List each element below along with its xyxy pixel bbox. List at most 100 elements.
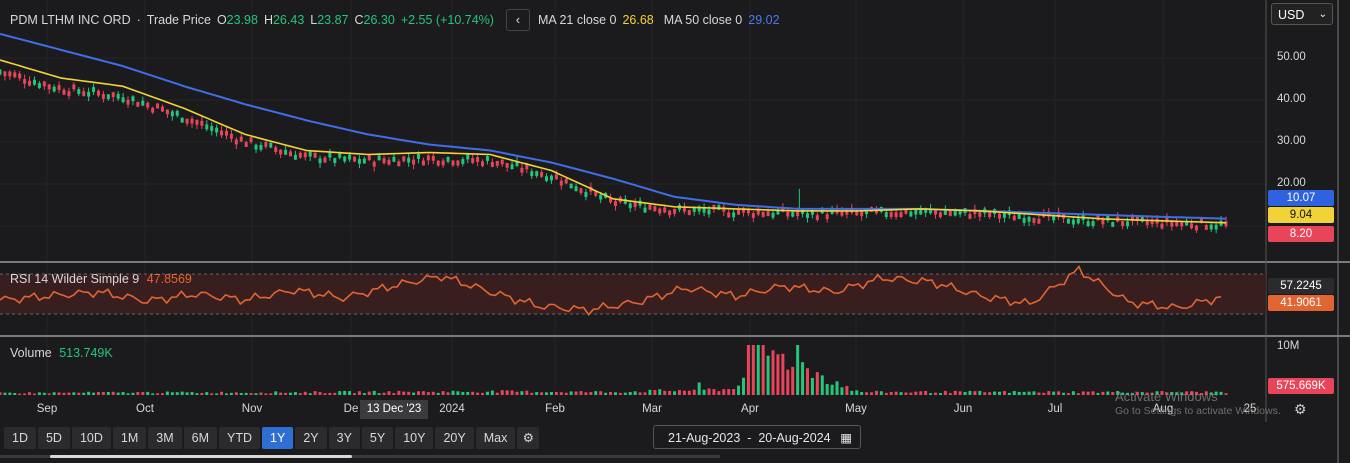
volume-bar: [259, 392, 263, 395]
candle-body: [884, 212, 888, 217]
period-button-3m[interactable]: 3M: [148, 427, 182, 449]
volume-bar: [215, 393, 219, 395]
volume-bar: [456, 391, 460, 395]
candle-body: [914, 209, 918, 215]
volume-label: Volume: [10, 346, 52, 360]
volume-bar: [899, 392, 903, 395]
volume-bar: [87, 391, 91, 395]
volume-bar: [1160, 391, 1164, 395]
candle-body: [353, 156, 357, 162]
volume-bar: [116, 392, 120, 395]
period-button-ytd[interactable]: YTD: [219, 427, 261, 449]
candle-body: [948, 211, 952, 216]
volume-bar: [308, 393, 312, 395]
candle-body: [106, 94, 110, 100]
volume-bar: [958, 391, 962, 395]
high-value: 26.43: [272, 13, 305, 27]
x-axis-label: 25: [1243, 403, 1257, 415]
volume-bar: [771, 350, 775, 395]
candle-body: [495, 160, 499, 166]
volume-bar: [604, 392, 608, 395]
volume-bar: [609, 392, 613, 395]
volume-bar: [210, 393, 214, 395]
candle-body: [151, 107, 155, 113]
candle-body: [1175, 221, 1179, 226]
volume-bar: [1086, 391, 1090, 395]
candle-body: [77, 89, 81, 95]
volume-bar: [554, 391, 558, 395]
volume-bar: [815, 372, 819, 395]
candle-body: [569, 183, 573, 189]
volume-bar: [67, 392, 71, 395]
volume-bar: [249, 393, 253, 395]
volume-bar: [1199, 393, 1203, 395]
scroll-thumb[interactable]: [50, 455, 352, 458]
candle-body: [293, 154, 297, 160]
period-button-1y[interactable]: 1Y: [262, 427, 294, 449]
period-button-1d[interactable]: 1D: [4, 427, 36, 449]
volume-bar: [23, 393, 27, 395]
candle-body: [805, 213, 809, 218]
currency-select[interactable]: USD ⌄: [1271, 3, 1333, 25]
volume-bar: [1032, 391, 1036, 395]
period-button-2y[interactable]: 2Y: [295, 427, 327, 449]
volume-bar: [717, 391, 721, 395]
period-button-max[interactable]: Max: [475, 427, 516, 449]
rsi-upper-badge: 57.2245: [1268, 278, 1334, 294]
candle-body: [200, 120, 204, 126]
candle-body: [387, 159, 391, 165]
volume-bar: [170, 392, 174, 395]
volume-bar: [274, 391, 278, 395]
volume-bar: [185, 392, 189, 395]
period-button-10y[interactable]: 10Y: [395, 427, 434, 449]
volume-bar: [1071, 391, 1075, 395]
volume-bar: [426, 392, 430, 395]
period-button-3y[interactable]: 3Y: [328, 427, 360, 449]
candle-body: [190, 118, 194, 124]
volume-bar: [1106, 391, 1110, 395]
period-button-10d[interactable]: 10D: [71, 427, 111, 449]
volume-bar: [1066, 393, 1070, 395]
volume-bar: [244, 392, 248, 395]
candle-body: [377, 155, 381, 161]
settings-gear-icon[interactable]: ⚙: [517, 427, 540, 449]
ma50-badge: 10.07: [1268, 190, 1334, 206]
candle-body: [456, 160, 460, 166]
period-button-6m[interactable]: 6M: [183, 427, 218, 449]
period-toolbar: 1D 5D 10D 1M 3M 6M YTD 1Y 2Y 3Y 5Y 10Y 2…: [4, 427, 541, 449]
candle-body: [402, 156, 406, 162]
volume-bar: [1204, 391, 1208, 395]
volume-bar: [481, 392, 485, 395]
volume-bar: [466, 391, 470, 395]
date-range-picker[interactable]: 21-Aug-2023 - 20-Aug-2024 ▦: [653, 425, 861, 449]
period-button-5d[interactable]: 5D: [37, 427, 70, 449]
candle-body: [1190, 223, 1194, 229]
x-axis-label: May: [845, 403, 867, 415]
period-button-20y[interactable]: 20Y: [435, 427, 474, 449]
scroll-track[interactable]: [0, 455, 720, 458]
candle-body: [702, 207, 706, 213]
volume-bar: [96, 392, 100, 395]
volume-bar: [485, 391, 489, 395]
volume-bar: [1116, 391, 1120, 395]
candle-body: [37, 83, 41, 88]
candle-body: [0, 69, 2, 75]
candle-body: [943, 210, 947, 215]
change-value: +2.55 (+10.74%): [400, 13, 494, 27]
candle-body: [28, 80, 32, 86]
gear-icon[interactable]: ⚙: [1294, 401, 1307, 417]
period-button-1m[interactable]: 1M: [112, 427, 147, 449]
candle-body: [3, 71, 7, 77]
candle-body: [737, 209, 741, 215]
volume-bar: [628, 391, 632, 395]
chevron-left-icon[interactable]: ‹: [505, 9, 530, 31]
candle-body: [860, 211, 864, 217]
volume-bar: [1047, 391, 1051, 395]
volume-bar: [495, 392, 499, 395]
candle-body: [431, 155, 435, 161]
volume-bar: [151, 393, 155, 395]
volume-bar: [160, 393, 164, 395]
period-button-5y[interactable]: 5Y: [361, 427, 394, 449]
candle-body: [668, 210, 672, 216]
